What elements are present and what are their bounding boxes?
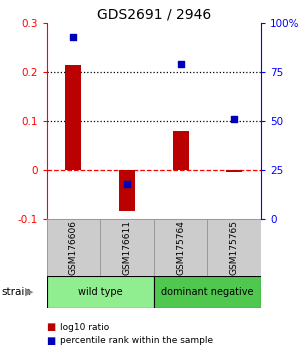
Text: GSM176611: GSM176611 xyxy=(122,220,131,275)
Point xyxy=(71,34,76,40)
Text: dominant negative: dominant negative xyxy=(161,287,254,297)
Text: percentile rank within the sample: percentile rank within the sample xyxy=(60,336,213,345)
Bar xyxy=(46,219,100,276)
Point xyxy=(124,181,129,187)
Title: GDS2691 / 2946: GDS2691 / 2946 xyxy=(97,8,211,22)
Bar xyxy=(226,170,242,172)
Text: GSM175765: GSM175765 xyxy=(230,220,239,275)
Text: ■: ■ xyxy=(46,322,56,332)
Text: strain: strain xyxy=(2,287,31,297)
Point xyxy=(178,62,183,67)
Bar xyxy=(100,219,154,276)
Text: ■: ■ xyxy=(46,336,56,346)
Bar xyxy=(154,276,261,308)
Text: wild type: wild type xyxy=(78,287,122,297)
Bar xyxy=(172,131,189,170)
Bar xyxy=(46,276,154,308)
Bar xyxy=(154,219,207,276)
Bar xyxy=(119,170,135,211)
Text: GSM176606: GSM176606 xyxy=(69,220,78,275)
Text: ▶: ▶ xyxy=(25,287,34,297)
Text: GSM175764: GSM175764 xyxy=(176,220,185,275)
Bar xyxy=(65,65,81,170)
Point xyxy=(232,116,237,122)
Bar xyxy=(207,219,261,276)
Text: log10 ratio: log10 ratio xyxy=(60,323,109,332)
